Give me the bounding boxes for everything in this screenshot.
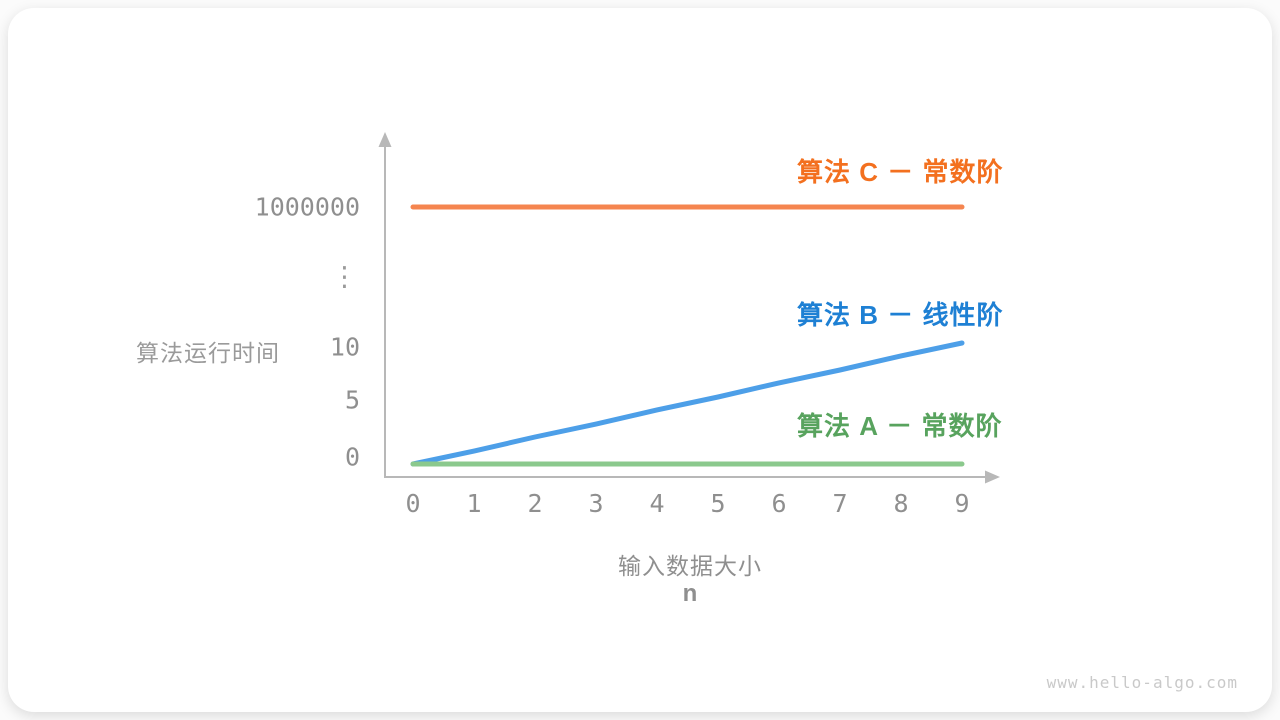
figure-card xyxy=(8,8,1272,712)
x-tick-label: 6 xyxy=(771,489,787,518)
series-label-algorithm-c: 算法 C － 常数阶 xyxy=(797,157,1004,187)
x-tick-label: 2 xyxy=(527,489,543,518)
series-label-algorithm-a: 算法 A － 常数阶 xyxy=(797,411,1003,441)
y-tick-label-five: 5 xyxy=(344,385,360,415)
x-axis-arrow-icon xyxy=(985,470,1000,484)
x-tick-label: 7 xyxy=(832,489,848,518)
y-tick-label-ten: 10 xyxy=(329,332,360,362)
series-line-algorithm-b xyxy=(410,340,965,467)
x-axis-title: 输入数据大小 xyxy=(618,553,762,579)
x-tick-label: 3 xyxy=(588,489,604,518)
x-tick-label: 8 xyxy=(893,489,909,518)
x-tick-label: 4 xyxy=(649,489,665,518)
y-axis-title: 算法运行时间 xyxy=(136,340,280,366)
watermark: www.hello-algo.com xyxy=(1046,673,1238,692)
x-axis-symbol: n xyxy=(682,580,698,607)
y-tick-label-zero: 0 xyxy=(344,442,360,472)
x-tick-label: 5 xyxy=(710,489,726,518)
y-axis-arrow-icon xyxy=(378,132,392,147)
x-tick-label: 9 xyxy=(954,489,970,518)
x-tick-label: 0 xyxy=(405,489,421,518)
y-tick-label-million: 1000000 xyxy=(254,192,360,222)
y-axis-break-ellipsis-icon: ⋮ xyxy=(331,261,358,293)
series-label-algorithm-b: 算法 B － 线性阶 xyxy=(797,300,1004,330)
x-tick-label: 1 xyxy=(466,489,482,518)
